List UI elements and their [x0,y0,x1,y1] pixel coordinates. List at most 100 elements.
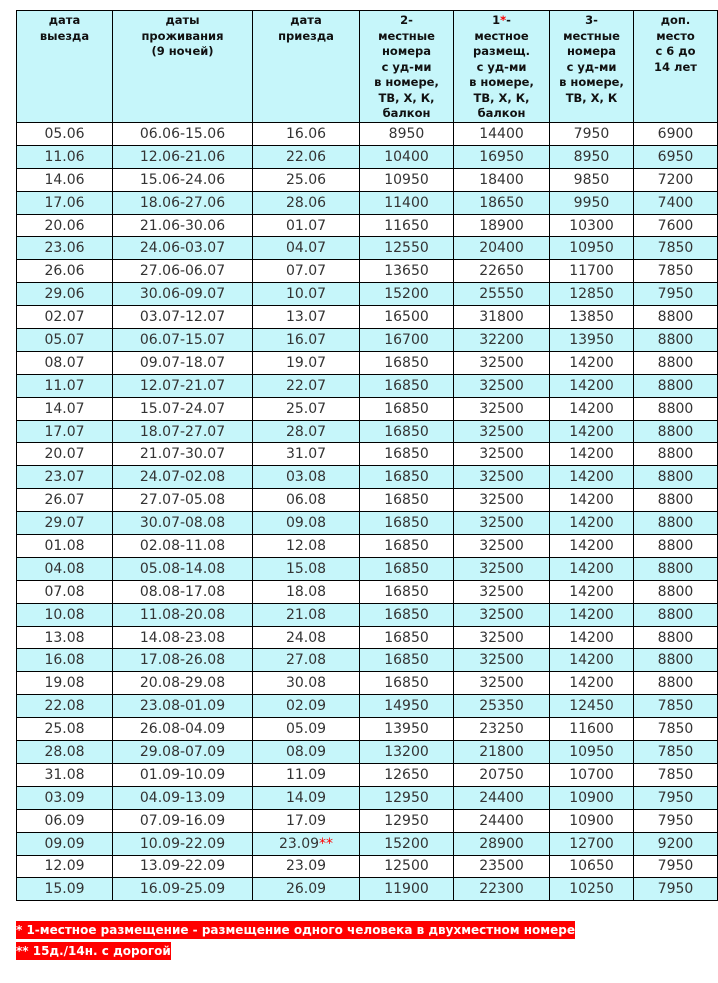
cell-triple-room-price: 9950 [549,190,634,215]
cell-arrival-date: 22.06 [252,144,360,169]
cell-extra-bed-price: 8800 [633,396,718,421]
cell-double-room-price: 16850 [359,648,454,673]
cell-triple-room-price: 10900 [549,785,634,810]
cell-arrival-date: 16.07 [252,328,360,352]
cell-departure-date: 11.06 [16,144,113,169]
cell-departure-date: 28.08 [16,740,113,764]
cell-arrival-date: 10.07 [252,282,360,307]
cell-triple-room-price: 10650 [549,854,634,879]
cell-departure-date: 09.09 [16,831,113,856]
header-stay-dates: даты проживания (9 ночей) [112,10,253,123]
cell-arrival-date: 26.09 [252,877,360,902]
cell-single-occupancy-price: 32500 [453,534,550,558]
cell-stay-dates: 13.09-22.09 [112,854,253,879]
cell-stay-dates: 20.08-29.08 [112,671,253,696]
cell-extra-bed-price: 7850 [633,694,718,719]
cell-departure-date: 23.06 [16,236,113,261]
footnote-single-occupancy: * 1-местное размещение - размещение одно… [16,921,575,939]
cell-departure-date: 26.06 [16,259,113,284]
table-row: 08.07 09.07-18.07 19.07 16850 32500 14200 8800 [16,350,718,375]
cell-double-room-price: 13200 [359,740,454,764]
table-row: 22.08 23.08-01.09 02.09 14950 25350 12450 7850 [16,694,718,719]
cell-triple-room-price: 12700 [549,831,634,856]
cell-stay-dates: 01.09-10.09 [112,762,253,787]
cell-triple-room-price: 14200 [549,648,634,673]
cell-arrival-date: 14.09 [252,785,360,810]
cell-triple-room-price: 14200 [549,419,634,444]
cell-departure-date: 13.08 [16,625,113,650]
cell-stay-dates: 18.06-27.06 [112,190,253,215]
cell-triple-room-price: 14200 [549,488,634,513]
header-arrival-date: дата приезда [252,10,360,123]
cell-double-room-price: 14950 [359,694,454,719]
header-departure-date: дата выезда [16,10,113,123]
cell-triple-room-price: 14200 [549,511,634,536]
cell-triple-room-price: 14200 [549,579,634,604]
cell-departure-date: 16.08 [16,648,113,673]
cell-triple-room-price: 14200 [549,442,634,467]
table-row: 20.06 21.06-30.06 01.07 11650 18900 10300 7600 [16,213,718,238]
arrival-date-with-note: 23.09** [278,835,334,852]
cell-arrival-date: 15.08 [252,556,360,581]
cell-stay-dates: 12.07-21.07 [112,373,253,398]
cell-double-room-price: 15200 [359,282,454,307]
cell-extra-bed-price: 8800 [633,671,718,696]
cell-single-occupancy-price: 32500 [453,442,550,467]
cell-arrival-date: 05.09 [252,717,360,742]
cell-departure-date: 22.08 [16,694,113,719]
cell-triple-room-price: 9850 [549,167,634,192]
cell-extra-bed-price: 8800 [633,556,718,581]
cell-departure-date: 05.06 [16,122,113,146]
cell-double-room-price: 16850 [359,602,454,627]
cell-departure-date: 04.08 [16,556,113,581]
cell-double-room-price: 13950 [359,717,454,742]
cell-stay-dates: 04.09-13.09 [112,785,253,810]
cell-extra-bed-price: 7400 [633,190,718,215]
cell-arrival-date: 23.09 [252,854,360,879]
cell-single-occupancy-price: 32500 [453,625,550,650]
cell-arrival-date: 11.09 [252,762,360,787]
cell-departure-date: 29.07 [16,511,113,536]
cell-single-occupancy-price: 16950 [453,144,550,169]
cell-double-room-price: 16700 [359,328,454,352]
cell-double-room-price: 8950 [359,122,454,146]
cell-single-occupancy-price: 18900 [453,213,550,238]
table-row: 04.08 05.08-14.08 15.08 16850 32500 14200 8800 [16,556,718,581]
table-row: 14.06 15.06-24.06 25.06 10950 18400 9850 7200 [16,167,718,192]
cell-single-occupancy-price: 18650 [453,190,550,215]
cell-extra-bed-price: 8800 [633,511,718,536]
cell-single-occupancy-price: 25550 [453,282,550,307]
cell-single-occupancy-price: 32500 [453,671,550,696]
cell-arrival-date: 18.08 [252,579,360,604]
table-row: 16.08 17.08-26.08 27.08 16850 32500 14200 8800 [16,648,718,673]
cell-extra-bed-price: 7850 [633,236,718,261]
cell-stay-dates: 15.07-24.07 [112,396,253,421]
cell-arrival-date: 24.08 [252,625,360,650]
table-row: 12.09 13.09-22.09 23.09 12500 23500 10650 7950 [16,854,718,879]
table-row: 02.07 03.07-12.07 13.07 16500 31800 13850 8800 [16,305,718,330]
cell-triple-room-price: 7950 [549,122,634,146]
cell-departure-date: 26.07 [16,488,113,513]
cell-stay-dates: 27.06-06.07 [112,259,253,284]
cell-double-room-price: 16850 [359,671,454,696]
cell-single-occupancy-price: 32500 [453,488,550,513]
cell-extra-bed-price: 8800 [633,305,718,330]
cell-triple-room-price: 10950 [549,236,634,261]
cell-triple-room-price: 14200 [549,534,634,558]
cell-triple-room-price: 8950 [549,144,634,169]
footnotes: * 1-местное размещение - размещение одно… [16,921,575,963]
cell-double-room-price: 12950 [359,808,454,833]
cell-extra-bed-price: 8800 [633,579,718,604]
cell-single-occupancy-price: 21800 [453,740,550,764]
cell-arrival-date: 06.08 [252,488,360,513]
cell-triple-room-price: 10700 [549,762,634,787]
cell-double-room-price: 11650 [359,213,454,238]
cell-extra-bed-price: 7950 [633,808,718,833]
cell-stay-dates: 27.07-05.08 [112,488,253,513]
cell-departure-date: 29.06 [16,282,113,307]
table-row: 31.08 01.09-10.09 11.09 12650 20750 10700 7850 [16,762,718,787]
cell-triple-room-price: 11700 [549,259,634,284]
cell-double-room-price: 16850 [359,488,454,513]
cell-extra-bed-price: 7950 [633,282,718,307]
cell-stay-dates: 06.07-15.07 [112,328,253,352]
